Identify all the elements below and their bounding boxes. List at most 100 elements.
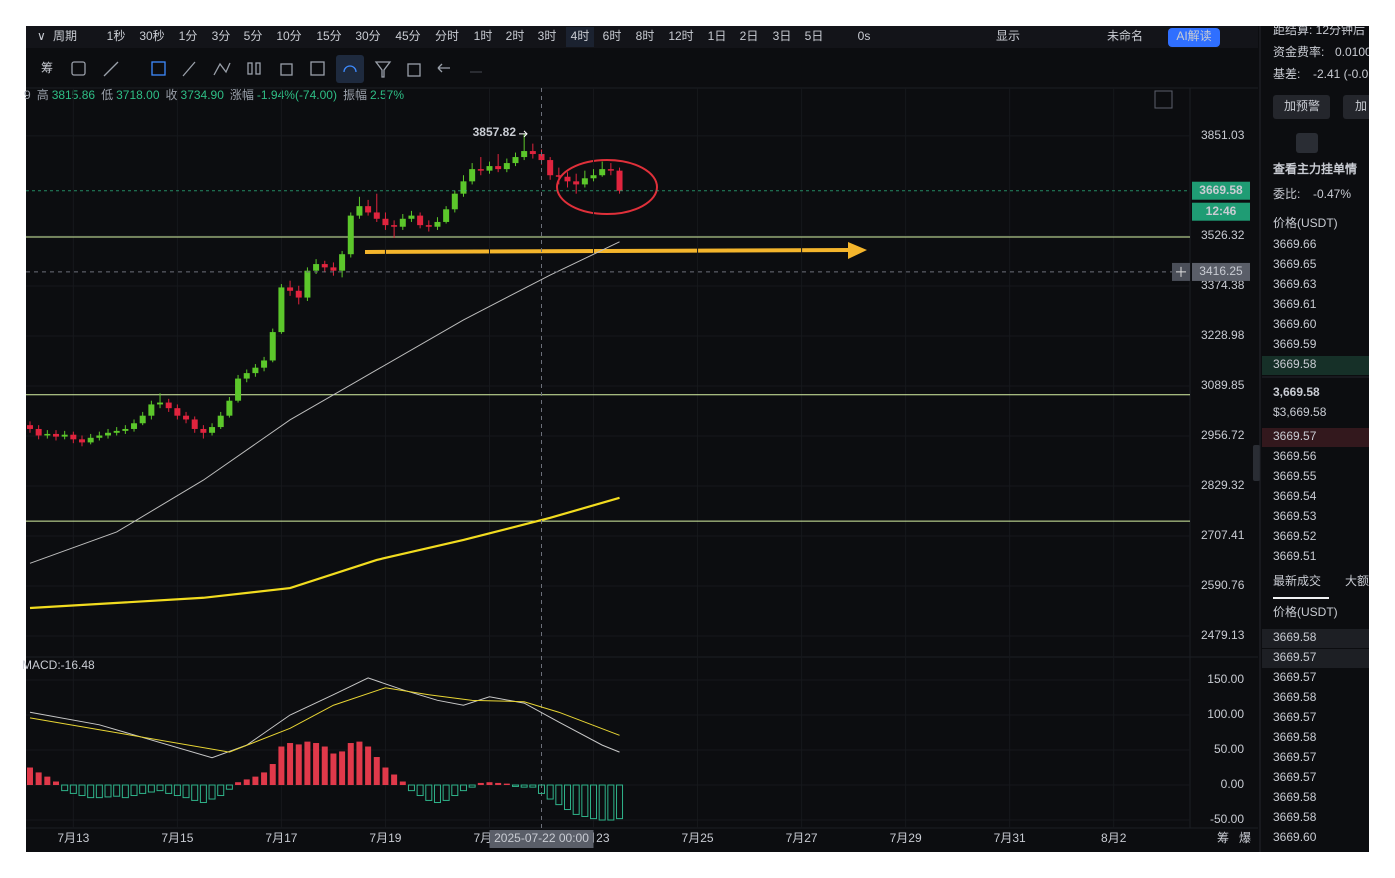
crosshair-time-box <box>489 830 594 848</box>
candle-body <box>521 151 528 158</box>
toolbar-item[interactable]: 显示 <box>996 29 1020 43</box>
macd-bar <box>339 751 346 786</box>
candle-body <box>278 287 285 333</box>
period-button[interactable]: 1时 <box>474 29 493 43</box>
period-button[interactable]: 分时 <box>435 29 459 43</box>
y-tick-label: 2707.41 <box>1201 528 1245 542</box>
candle-body <box>226 400 233 416</box>
period-button[interactable]: 30分 <box>355 29 380 43</box>
macd-bar <box>546 784 554 800</box>
period-button[interactable]: 3日 <box>773 29 792 43</box>
period-button[interactable]: 5日 <box>805 29 824 43</box>
macd-bar <box>225 784 233 790</box>
period-button[interactable]: 4时 <box>571 29 590 43</box>
period-button[interactable]: 2时 <box>506 29 525 43</box>
period-button[interactable]: 3分 <box>212 29 231 43</box>
expand-icon[interactable] <box>1154 90 1173 109</box>
macd-bar <box>35 772 42 786</box>
period-button[interactable]: 2日 <box>740 29 759 43</box>
x-tick-label: 7月19 <box>369 831 401 845</box>
period-button[interactable]: 12时 <box>668 29 693 43</box>
toolbar-item[interactable]: 0s <box>858 29 871 43</box>
candle-body <box>503 163 510 170</box>
macd-bar <box>156 784 164 792</box>
period-button[interactable]: 10分 <box>276 29 301 43</box>
macd-bar <box>130 784 138 797</box>
sidebar-text: 资金费率: <box>1273 44 1324 59</box>
candle-body <box>313 264 320 271</box>
trade-price: 3669.57 <box>1273 710 1317 724</box>
macd-bar <box>87 784 95 799</box>
candle-body <box>538 154 545 161</box>
ask-price: 3669.60 <box>1273 317 1317 331</box>
drawing-icons <box>71 61 482 78</box>
candle-body <box>529 151 536 155</box>
macd-bar <box>399 781 406 786</box>
axis-tool[interactable]: 爆 <box>1239 831 1251 845</box>
macd-tick-label: 50.00 <box>1214 742 1244 756</box>
candle-body <box>547 160 554 176</box>
axis-tool[interactable]: 筹 <box>1217 831 1229 845</box>
alert-button[interactable] <box>1343 95 1383 119</box>
period-button[interactable]: 1秒 <box>107 29 126 43</box>
candle-body <box>52 433 59 437</box>
candle-body <box>191 419 198 429</box>
info-item: 9 <box>24 88 31 102</box>
x-tick-label: 7月17 <box>265 831 297 845</box>
x-tick-label: 7月15 <box>161 831 193 845</box>
macd-bar <box>199 784 207 804</box>
trade-price: 3669.57 <box>1273 650 1317 664</box>
macd-tick-label: -50.00 <box>1210 812 1244 826</box>
alert-button[interactable] <box>1273 95 1330 119</box>
macd-bar <box>590 784 598 820</box>
candle-body <box>590 175 597 179</box>
candle-body <box>61 434 68 437</box>
macd-bar <box>313 743 320 786</box>
candle-body <box>209 427 216 433</box>
chip-tool[interactable]: 筹 <box>41 61 53 75</box>
x-tick-label: 8月2 <box>1101 831 1127 845</box>
y-tick-label: 2590.76 <box>1201 578 1245 592</box>
toolbar-item[interactable]: AI解读 <box>1176 29 1211 43</box>
toolbar-item[interactable]: 未命名 <box>1107 28 1143 43</box>
x-tick-label: 7月29 <box>890 831 922 845</box>
macd-bar <box>529 784 537 788</box>
period-button[interactable]: 3时 <box>538 29 557 43</box>
period-button[interactable]: 1日 <box>708 29 727 43</box>
sidebar-text: 0.0100 <box>1335 45 1372 59</box>
period-button[interactable]: 6时 <box>603 29 622 43</box>
period-button[interactable]: 8时 <box>636 29 655 43</box>
sidebar-toggle[interactable] <box>1253 445 1260 481</box>
macd-bar <box>147 784 155 793</box>
crosshair-price: 3416.25 <box>1199 264 1243 278</box>
candle-body <box>113 430 120 433</box>
candle-body <box>295 290 302 298</box>
last-price-label: 3669.58 <box>1199 183 1243 197</box>
period-button[interactable]: 5分 <box>244 29 263 43</box>
ai-button-bg[interactable] <box>1168 28 1220 47</box>
period-menu[interactable]: 周期 <box>53 29 77 43</box>
button-label: 加 <box>1355 99 1367 113</box>
candle-body <box>243 373 250 379</box>
last-price-box <box>1192 181 1250 200</box>
candle-body <box>512 157 519 164</box>
column-header: 价格(USDT) <box>1273 215 1338 230</box>
macd-bar <box>581 784 589 818</box>
period-button[interactable]: 1分 <box>179 29 198 43</box>
candle-body <box>96 435 103 438</box>
active-tool[interactable] <box>336 55 364 83</box>
trade-price: 3669.57 <box>1273 670 1317 684</box>
info-item: 3734.90 <box>181 88 225 102</box>
macd-bar <box>217 784 225 797</box>
y-tick-label: 2479.13 <box>1201 628 1245 642</box>
tab-active[interactable] <box>1296 133 1318 153</box>
period-button[interactable]: 30秒 <box>139 29 164 43</box>
crosshair-time: 2025-07-22 00:00 <box>494 831 589 845</box>
active-period-bg <box>566 27 594 47</box>
period-button[interactable]: 15分 <box>316 29 341 43</box>
info-item: 振幅 <box>343 87 367 102</box>
crosshair-price-box <box>1192 262 1250 281</box>
info-item: 2.57% <box>370 88 404 102</box>
period-button[interactable]: 45分 <box>395 29 420 43</box>
candle-body <box>261 360 268 368</box>
